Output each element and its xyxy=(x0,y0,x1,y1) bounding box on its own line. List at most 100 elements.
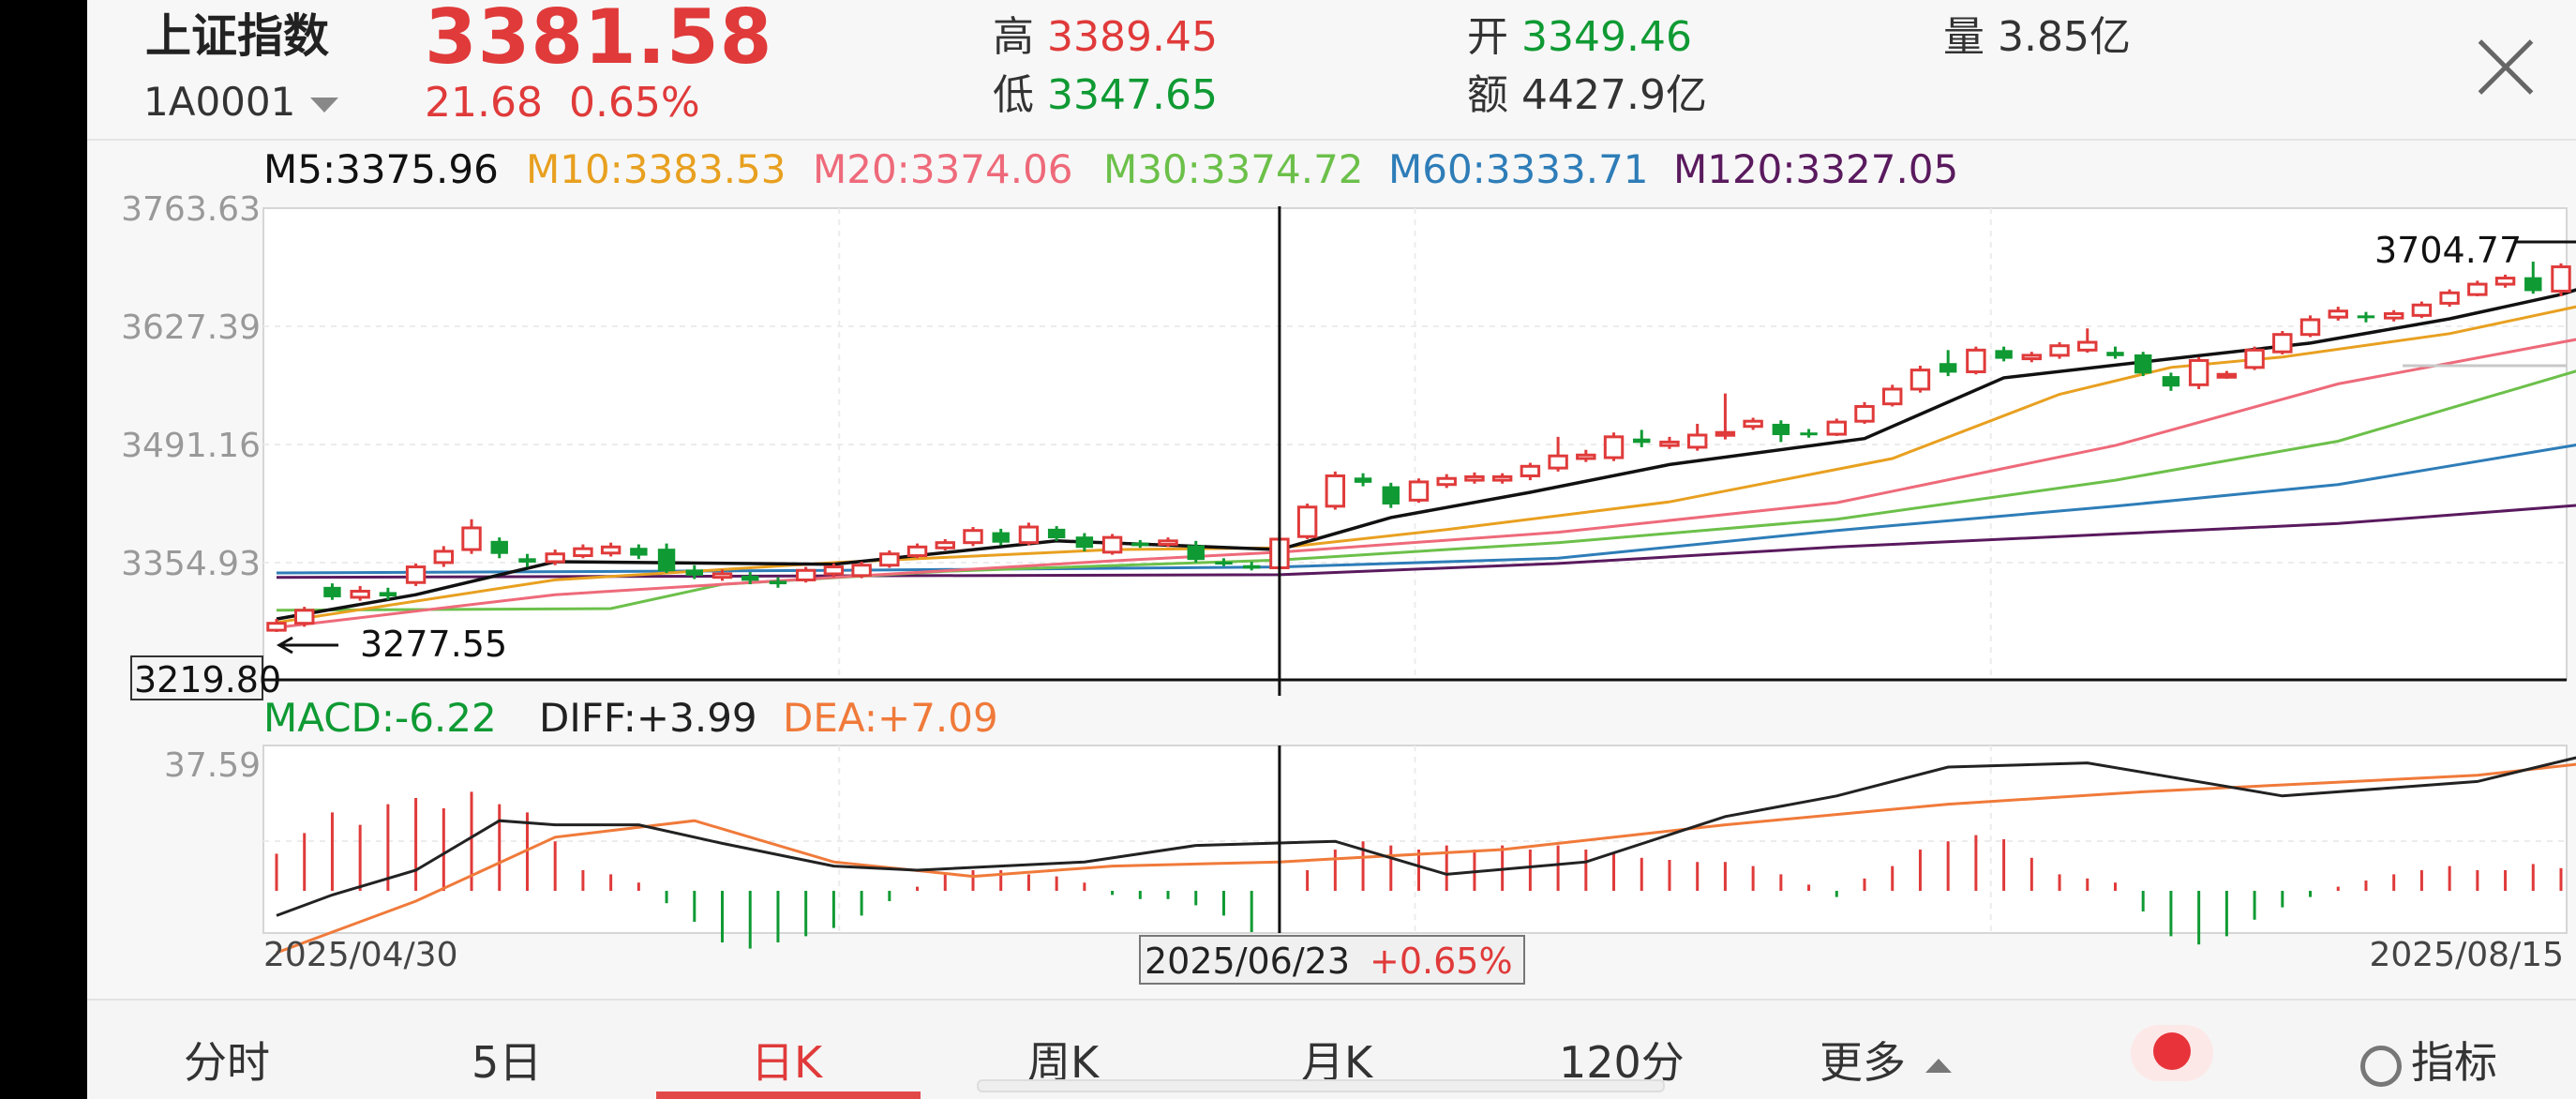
period-tabs: 分时 5日 日K 周K 月K 120分 更多 指标 xyxy=(87,999,2576,1099)
candle-up xyxy=(795,568,816,581)
tab-scroll-indicator xyxy=(977,1079,1665,1092)
amount-value: 4427.9亿 xyxy=(1521,71,1707,119)
candlestick-chart[interactable]: 3763.63 3627.39 3491.16 3354.93 3704.77 3277.… xyxy=(87,0,2576,999)
candle-up xyxy=(2467,282,2488,296)
record-button[interactable] xyxy=(2131,1025,2213,1081)
candle-up xyxy=(1743,419,1763,429)
y-tick-label: 3491.16 xyxy=(121,427,261,465)
candle-up xyxy=(2551,265,2571,293)
open-label: 开 xyxy=(1467,13,1508,61)
candle-up xyxy=(2328,309,2348,319)
index-code-selector[interactable]: 1A0001 xyxy=(143,83,339,122)
tab-5day[interactable]: 5日 xyxy=(472,1037,543,1088)
candle-up xyxy=(1464,474,1485,482)
tab-more[interactable]: 更多 xyxy=(1820,1029,1952,1091)
ma10-legend: M10:3383.53 xyxy=(526,146,786,192)
indicator-icon xyxy=(2360,1045,2402,1087)
dea-label: DEA:+7.09 xyxy=(783,695,998,741)
candle-up xyxy=(433,550,455,565)
candle-up xyxy=(461,526,482,551)
candle-up xyxy=(1576,453,1596,460)
candle-up xyxy=(350,589,370,599)
candle-down xyxy=(741,575,759,581)
candle-up xyxy=(405,565,427,584)
candle-down xyxy=(2134,354,2152,374)
tab-indicators-label: 指标 xyxy=(2411,1037,2497,1088)
macd-title: MACD:-6.22 xyxy=(263,695,497,741)
candle-up xyxy=(1018,525,1040,545)
candle-up xyxy=(1910,369,1931,391)
candle-up xyxy=(294,609,315,625)
candle-up xyxy=(1520,464,1541,477)
tab-daily-k[interactable]: 日K xyxy=(751,1037,823,1088)
app-root: 上证指数 1A0001 3381.58 21.68 0.65% 高 3389.4… xyxy=(87,0,2576,1099)
candle-up xyxy=(711,572,733,580)
candle-down xyxy=(1800,432,1818,436)
candle-up xyxy=(1603,435,1625,459)
candle-down xyxy=(490,540,508,554)
candle-up xyxy=(851,564,872,578)
amount-stat: 额 4427.9亿 xyxy=(1467,75,1707,116)
cursor-date: 2025/06/23 xyxy=(1145,941,1351,982)
candle-up xyxy=(1296,505,1318,538)
candle-up xyxy=(906,545,928,558)
candle-down xyxy=(323,586,341,597)
candle-up xyxy=(1854,404,1875,423)
candle-up xyxy=(879,552,900,567)
max-price-label: 3704.77 xyxy=(2374,230,2522,271)
candle-up xyxy=(573,547,593,558)
candle-down xyxy=(1995,350,2013,359)
candle-down xyxy=(1772,423,1790,435)
candle-up xyxy=(2299,318,2321,337)
cursor-price-box xyxy=(130,655,263,700)
diff-line xyxy=(276,756,2576,917)
candle-down xyxy=(518,558,536,563)
candle-up xyxy=(1325,474,1346,508)
candle-down xyxy=(1242,565,1261,569)
low-value: 3347.65 xyxy=(1047,71,1218,119)
m20-line xyxy=(276,338,2576,629)
volume-stat: 量 3.85亿 xyxy=(1943,17,2131,58)
candle-up xyxy=(1408,480,1430,502)
tab-indicators[interactable]: 指标 xyxy=(2360,1029,2497,1091)
quote-header: 上证指数 1A0001 3381.58 21.68 0.65% 高 3389.4… xyxy=(87,0,2576,141)
candle-up xyxy=(1548,454,1568,470)
volume-label: 量 xyxy=(1943,13,1984,61)
m10-line xyxy=(276,305,2576,625)
active-tab-indicator xyxy=(656,1091,921,1099)
candle-up xyxy=(1966,348,1986,373)
y-tick-label: 3627.39 xyxy=(121,309,261,347)
index-code: 1A0001 xyxy=(143,79,296,125)
current-price: 3381.58 xyxy=(425,0,773,81)
y-tick-label: 3354.93 xyxy=(121,545,261,583)
tab-intraday[interactable]: 分时 xyxy=(184,1037,270,1088)
candle-up xyxy=(2188,358,2209,386)
candle-up xyxy=(1158,539,1178,547)
candle-up xyxy=(1491,474,1513,482)
ma120-legend: M120:3327.05 xyxy=(1673,146,1959,192)
high-stat: 高 3389.45 xyxy=(993,17,1218,58)
candle-up xyxy=(1826,420,1848,436)
candle-down xyxy=(1215,562,1233,565)
candle-down xyxy=(1382,486,1400,504)
candle-down xyxy=(630,548,648,556)
candle-up xyxy=(1659,440,1680,447)
ma60-legend: M60:3333.71 xyxy=(1388,146,1649,192)
end-date-label: 2025/08/15 xyxy=(2370,936,2565,974)
candle-up xyxy=(2439,291,2460,305)
start-date-label: 2025/04/30 xyxy=(263,936,458,974)
amount-label: 额 xyxy=(1467,71,1508,119)
m5-line xyxy=(276,288,2576,621)
index-name: 上证指数 xyxy=(145,9,330,63)
chevron-up-icon xyxy=(1925,1059,1952,1073)
low-stat: 低 3347.65 xyxy=(993,75,1218,116)
volume-value: 3.85亿 xyxy=(1998,13,2131,61)
candle-down xyxy=(1633,438,1651,444)
candle-up xyxy=(545,552,565,564)
min-arrow-head xyxy=(276,636,293,655)
candle-down xyxy=(1939,363,1957,373)
candle-up xyxy=(2021,354,2043,361)
candle-down xyxy=(1131,542,1149,547)
candle-up xyxy=(2383,311,2404,320)
low-label: 低 xyxy=(993,71,1034,119)
